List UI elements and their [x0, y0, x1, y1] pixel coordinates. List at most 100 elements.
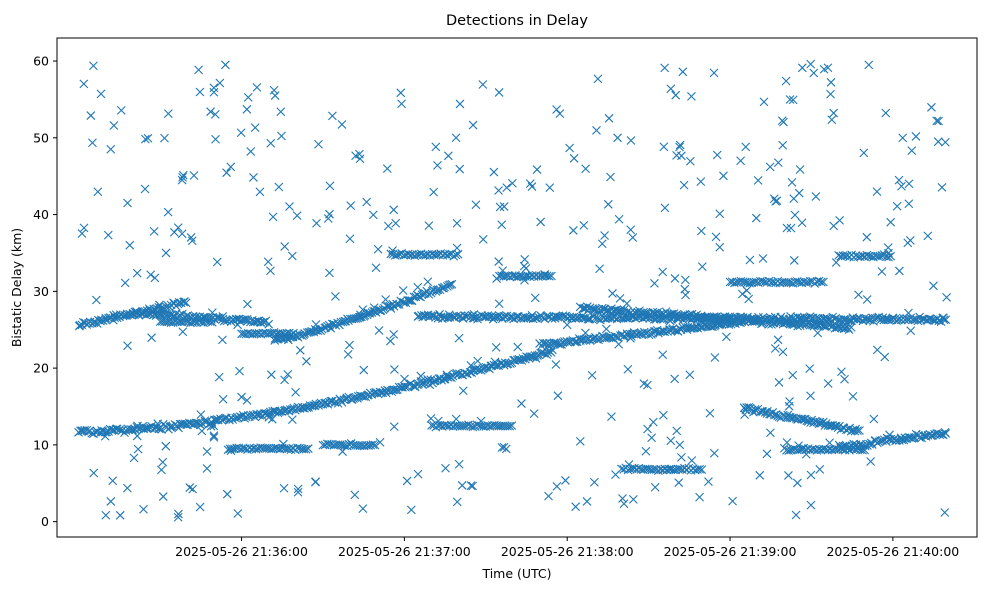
- data-point: [623, 364, 633, 374]
- data-point: [112, 424, 122, 434]
- data-point: [274, 182, 284, 192]
- data-point: [696, 226, 706, 236]
- data-point: [705, 408, 715, 418]
- data-point: [209, 87, 219, 97]
- data-point: [797, 414, 807, 424]
- data-point: [538, 338, 548, 348]
- data-point: [855, 445, 865, 455]
- data-point: [626, 334, 635, 343]
- data-point: [614, 214, 624, 224]
- data-point: [866, 457, 876, 466]
- data-point: [388, 246, 397, 256]
- data-point: [595, 264, 604, 274]
- data-point: [715, 209, 725, 219]
- data-point: [295, 345, 305, 355]
- data-point: [606, 172, 615, 182]
- data-point: [831, 313, 841, 323]
- data-point: [490, 357, 500, 367]
- data-point: [375, 306, 385, 316]
- data-point: [271, 329, 281, 339]
- data-point: [284, 328, 294, 338]
- data-point: [903, 238, 913, 248]
- data-point: [441, 463, 450, 473]
- data-point: [656, 309, 665, 319]
- data-point: [327, 111, 337, 121]
- data-point: [209, 431, 219, 441]
- data-point: [619, 499, 629, 509]
- data-point: [404, 296, 414, 305]
- data-point: [880, 352, 890, 362]
- data-point: [505, 421, 515, 431]
- data-point: [426, 414, 436, 423]
- data-point: [270, 91, 280, 100]
- data-point: [207, 308, 217, 317]
- data-point: [141, 423, 151, 433]
- data-point: [280, 242, 290, 251]
- data-point: [670, 374, 680, 384]
- data-point: [828, 420, 837, 430]
- data-point: [626, 136, 636, 145]
- data-point: [496, 421, 506, 431]
- data-point: [173, 317, 182, 327]
- data-point: [774, 378, 784, 387]
- data-point: [371, 263, 381, 273]
- data-point: [146, 309, 156, 319]
- data-point: [877, 267, 887, 276]
- data-point: [840, 374, 849, 384]
- data-point: [530, 293, 540, 303]
- data-point: [355, 149, 364, 159]
- data-point: [816, 277, 826, 287]
- data-point: [243, 299, 252, 309]
- data-point: [697, 465, 707, 475]
- data-point: [473, 356, 483, 366]
- data-point: [766, 428, 775, 438]
- data-point: [680, 275, 690, 285]
- data-point: [358, 305, 368, 315]
- data-point: [589, 477, 599, 487]
- data-point: [670, 274, 680, 283]
- data-point: [648, 417, 658, 427]
- data-point: [206, 107, 215, 117]
- data-point: [904, 199, 914, 209]
- data-point: [666, 465, 676, 475]
- data-point: [745, 255, 755, 265]
- data-point: [314, 139, 323, 149]
- data-point: [737, 289, 747, 299]
- data-point: [452, 311, 461, 321]
- data-point: [401, 250, 411, 260]
- data-point: [466, 360, 476, 370]
- data-point: [337, 120, 347, 129]
- data-point: [624, 460, 634, 469]
- data-point: [681, 290, 690, 300]
- data-point: [664, 310, 674, 320]
- data-point: [736, 156, 745, 166]
- data-point: [408, 250, 417, 260]
- data-point: [542, 350, 552, 359]
- data-point: [293, 487, 303, 497]
- data-point: [454, 459, 464, 469]
- data-point: [805, 364, 815, 374]
- data-point: [374, 326, 384, 335]
- data-point: [546, 347, 556, 357]
- data-point: [677, 452, 686, 462]
- data-point: [325, 209, 334, 219]
- data-point: [660, 203, 670, 213]
- data-point: [711, 232, 721, 242]
- data-point: [805, 276, 815, 286]
- x-tick-label: 2025-05-26 21:36:00: [175, 544, 308, 559]
- data-point: [592, 334, 602, 344]
- data-point: [170, 317, 180, 326]
- data-point: [327, 396, 337, 406]
- x-tick-label: 2025-05-26 21:37:00: [338, 544, 471, 559]
- data-point: [202, 447, 212, 456]
- data-point: [613, 133, 622, 143]
- data-point: [786, 223, 796, 233]
- data-point: [809, 68, 819, 78]
- data-point: [454, 333, 464, 343]
- data-point: [615, 294, 625, 303]
- data-point: [528, 314, 538, 324]
- data-point: [236, 128, 246, 138]
- data-point: [799, 415, 809, 424]
- data-point: [291, 387, 300, 397]
- data-point: [552, 105, 561, 114]
